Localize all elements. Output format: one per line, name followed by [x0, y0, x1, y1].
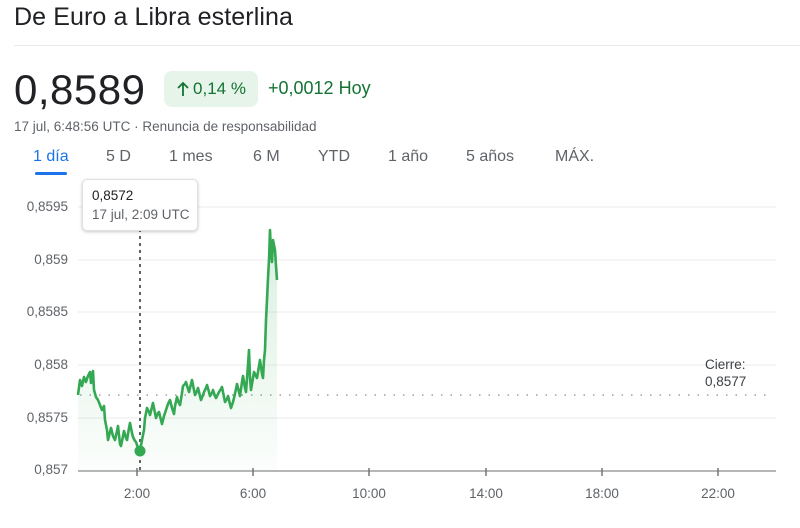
hover-tooltip: 0,8572 17 jul, 2:09 UTC — [82, 179, 198, 231]
tooltip-value: 0,8572 — [92, 188, 134, 203]
y-tick-label: 0,8585 — [26, 304, 68, 319]
x-tick-label: 10:00 — [352, 486, 386, 501]
active-tab-indicator — [35, 172, 67, 175]
x-tick-label: 2:00 — [123, 486, 151, 501]
tooltip-time: 17 jul, 2:09 UTC — [92, 207, 190, 222]
current-price: 0,8589 — [14, 66, 146, 113]
tab-ytd[interactable]: YTD — [318, 148, 350, 166]
disclaimer-link[interactable]: Renuncia de responsabilidad — [142, 119, 317, 134]
tab-max[interactable]: MÁX. — [555, 148, 594, 166]
tab-label: 1 día — [33, 148, 69, 165]
x-tick-label: 22:00 — [701, 486, 735, 501]
y-tick-label: 0,8595 — [26, 199, 68, 214]
tab-label: 5 D — [106, 148, 131, 165]
y-tick-label: 0,8575 — [26, 410, 68, 425]
page-title: De Euro a Libra esterlina — [14, 3, 294, 31]
quote-timestamp: 17 jul, 6:48:56 UTC — [14, 119, 131, 134]
tab-label: 1 año — [388, 148, 429, 165]
x-tick-label: 6:00 — [239, 486, 267, 501]
y-tick-label: 0,857 — [34, 462, 68, 477]
x-tick-label: 18:00 — [585, 486, 619, 501]
tab-1-ano[interactable]: 1 año — [388, 148, 428, 166]
quote-subline: 17 jul, 6:48:56 UTC · Renuncia de respon… — [14, 119, 316, 134]
title-divider — [14, 45, 800, 46]
change-percent: 0,14 % — [193, 79, 246, 98]
tab-6-m[interactable]: 6 M — [253, 148, 280, 166]
tab-label: 6 M — [253, 148, 280, 165]
y-tick-label: 0,858 — [34, 357, 68, 372]
price-area — [78, 230, 277, 471]
tab-5-d[interactable]: 5 D — [106, 148, 131, 166]
tab-1-mes[interactable]: 1 mes — [169, 148, 213, 166]
close-annotation: Cierre: 0,8577 — [705, 356, 746, 390]
change-percent-badge: 0,14 % — [164, 71, 258, 107]
tab-1-dia[interactable]: 1 día — [33, 148, 69, 175]
close-label: Cierre: — [705, 357, 746, 372]
y-tick-label: 0,859 — [34, 252, 68, 267]
x-tick-label: 14:00 — [469, 486, 503, 501]
arrow-up-icon — [177, 81, 189, 96]
price-line — [76, 228, 279, 453]
tab-5-anos[interactable]: 5 años — [466, 148, 514, 166]
tab-label: 1 mes — [169, 148, 213, 165]
tab-label: MÁX. — [555, 148, 595, 165]
close-value: 0,8577 — [705, 374, 747, 389]
tab-label: 5 años — [466, 148, 515, 165]
hover-point — [134, 445, 146, 457]
tab-label: YTD — [318, 148, 350, 165]
change-absolute: +0,0012 Hoy — [268, 78, 371, 98]
separator: · — [134, 119, 139, 134]
